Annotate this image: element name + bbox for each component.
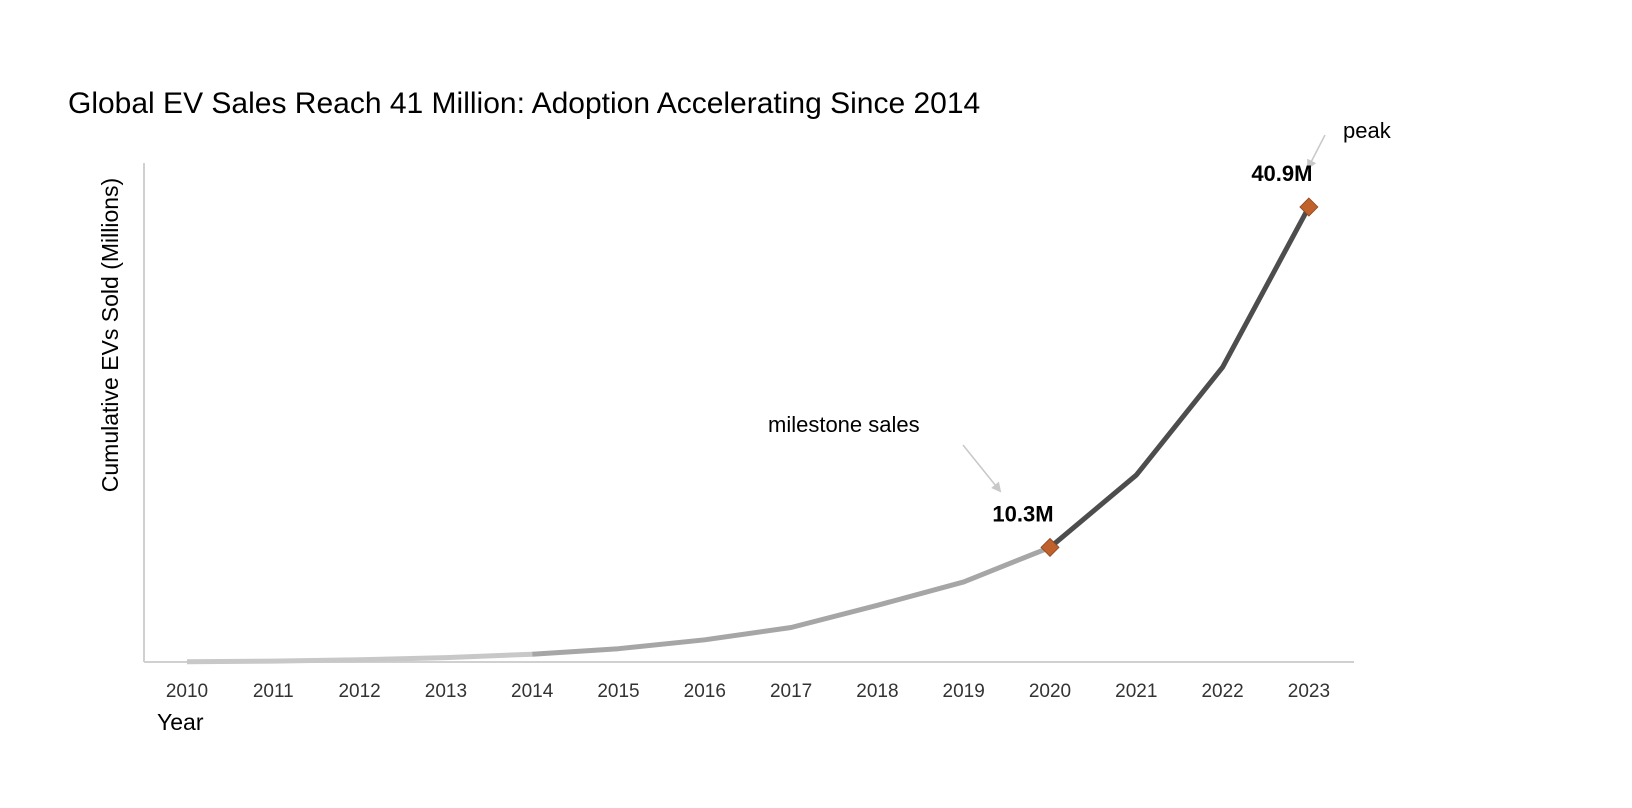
data-label: 10.3M xyxy=(992,501,1053,526)
x-tick-label: 2016 xyxy=(684,681,726,702)
x-tick-label: 2012 xyxy=(338,681,380,702)
x-tick-label: 2019 xyxy=(943,681,985,702)
x-tick-label: 2023 xyxy=(1288,681,1330,702)
x-tick-label: 2022 xyxy=(1201,681,1243,702)
x-tick-label: 2015 xyxy=(597,681,639,702)
data-marker xyxy=(1040,537,1060,557)
x-tick-label: 2021 xyxy=(1115,681,1157,702)
series-line-segment xyxy=(186,651,533,665)
data-markers: 10.3M 40.9M xyxy=(992,161,1319,557)
annotations: milestone sales peak xyxy=(768,118,1392,493)
series-line xyxy=(186,205,1312,665)
chart-title: Global EV Sales Reach 41 Million: Adopti… xyxy=(68,87,980,120)
x-tick-label: 2011 xyxy=(253,681,294,702)
x-tick-label: 2014 xyxy=(511,681,554,702)
data-label: 40.9M xyxy=(1251,161,1312,186)
annotation-arrow xyxy=(1307,134,1326,170)
x-axis-title: Year xyxy=(157,709,204,735)
x-tick-label: 2017 xyxy=(770,681,812,702)
x-tick-label: 2020 xyxy=(1029,681,1071,702)
data-marker xyxy=(1299,197,1319,217)
annotation-arrow xyxy=(962,444,1002,493)
y-axis-title: Cumulative EVs Sold (Millions) xyxy=(97,178,123,492)
series-line-segment xyxy=(1048,205,1312,550)
annotation-label: peak xyxy=(1343,118,1392,143)
x-tick-labels: 2010 2011 2012 2013 2014 2015 2016 2017 2018 2019… xyxy=(166,681,1330,702)
x-tick-label: 2013 xyxy=(425,681,467,702)
annotation-label: milestone sales xyxy=(768,412,920,437)
series-line-segment xyxy=(532,545,1051,657)
x-tick-label: 2018 xyxy=(856,681,898,702)
x-tick-label: 2010 xyxy=(166,681,208,702)
